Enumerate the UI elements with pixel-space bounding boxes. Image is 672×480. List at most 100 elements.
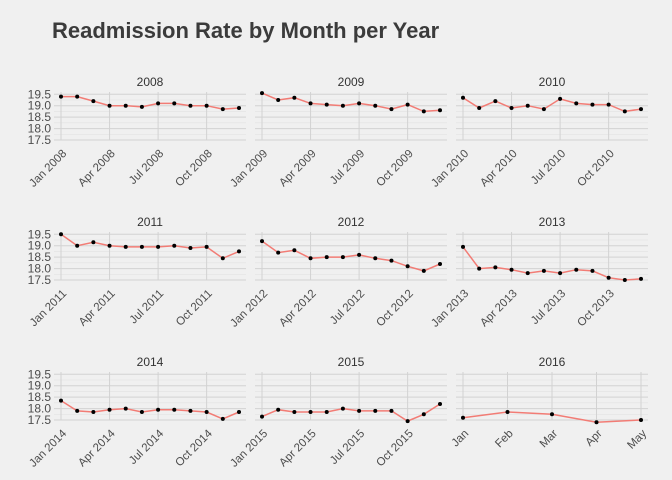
data-point — [91, 99, 96, 104]
facet-panel-2015: 2015 Jan 2015 Apr 2015 Jul 2015 Oct 2015 — [228, 355, 447, 470]
x-tick-label: Oct 2012 — [374, 288, 415, 329]
data-point — [389, 107, 394, 112]
data-point — [639, 276, 643, 281]
y-tick-label: 19.0 — [28, 99, 52, 113]
data-point — [308, 256, 313, 261]
facet-label: 2016 — [539, 355, 566, 369]
data-point — [204, 410, 209, 414]
facet-label: 2013 — [539, 215, 566, 229]
data-point — [461, 95, 465, 100]
data-point — [389, 408, 394, 413]
data-point — [509, 106, 514, 110]
data-point — [558, 96, 563, 101]
data-point — [123, 244, 128, 249]
data-point — [550, 412, 554, 417]
y-tick-label: 17.5 — [28, 273, 52, 287]
data-point — [59, 232, 63, 237]
data-point — [590, 102, 595, 107]
data-point — [438, 262, 442, 266]
data-point — [373, 103, 378, 108]
data-point — [260, 91, 264, 96]
data-point — [75, 94, 80, 99]
data-point — [172, 101, 177, 106]
x-tick-label: Jul 2009 — [328, 148, 367, 187]
data-point — [188, 246, 193, 250]
data-point — [357, 408, 362, 413]
data-point — [260, 239, 264, 244]
data-point — [324, 102, 329, 107]
x-tick-label: Jan 2011 — [28, 288, 69, 329]
data-point — [237, 410, 241, 414]
x-tick-label: Oct 2013 — [575, 288, 616, 329]
y-tick-label: 19.5 — [28, 367, 52, 381]
x-tick-label: Apr 2011 — [77, 288, 118, 329]
x-tick-label: Apr 2012 — [277, 288, 318, 329]
data-point — [477, 266, 482, 271]
facet-panel-2010: 2010 Jan 2010 Apr 2010 Jul 2010 Oct 2010 — [429, 75, 648, 190]
x-tick-label: Jul 2008 — [127, 148, 166, 187]
data-point — [91, 240, 96, 245]
data-point — [276, 98, 281, 102]
data-point — [172, 407, 177, 412]
data-point — [438, 108, 442, 113]
x-tick-label: May — [625, 428, 649, 452]
data-point — [156, 244, 161, 249]
data-point — [373, 408, 378, 413]
facet-label: 2008 — [137, 75, 164, 89]
readmission-rate-line-2014 — [60, 399, 240, 420]
data-point — [59, 398, 63, 403]
x-tick-label: Apr 2009 — [277, 148, 318, 189]
chart-title: Readmission Rate by Month per Year — [52, 18, 440, 43]
data-point — [574, 101, 579, 106]
data-point — [340, 103, 345, 108]
data-point — [220, 107, 225, 112]
data-point — [107, 103, 112, 108]
data-point — [260, 414, 264, 419]
data-point — [574, 267, 579, 272]
data-point — [220, 416, 225, 421]
data-point — [188, 408, 193, 413]
data-point — [292, 95, 297, 100]
data-point — [541, 107, 546, 112]
x-tick-label: Jul 2014 — [127, 427, 167, 467]
data-point — [590, 268, 595, 273]
data-point — [340, 406, 345, 411]
x-tick-label: Jan 2012 — [228, 288, 270, 330]
data-point — [421, 412, 426, 417]
x-tick-label: Jan 2014 — [27, 427, 69, 469]
data-point — [525, 103, 530, 108]
facet-panel-2009: 2009 Jan 2009 Apr 2009 Jul 2009 Oct 2009 — [228, 75, 447, 190]
readmission-rate-line-2008 — [61, 95, 240, 110]
data-point — [91, 410, 96, 414]
data-point — [75, 243, 80, 248]
y-tick-label: 18.5 — [28, 250, 52, 264]
readmission-rate-line-2015 — [261, 403, 441, 422]
data-point — [421, 268, 426, 273]
data-point — [340, 255, 345, 260]
data-point — [405, 419, 410, 424]
data-point — [622, 109, 627, 114]
data-point — [324, 255, 329, 260]
data-point — [639, 418, 643, 422]
x-tick-label: Jan — [450, 428, 472, 450]
data-point — [292, 248, 297, 253]
data-point — [123, 103, 128, 108]
x-tick-label: Jul 2010 — [529, 148, 568, 187]
data-point — [292, 410, 297, 414]
data-point — [204, 103, 209, 108]
y-tick-label: 19.0 — [28, 379, 52, 393]
x-tick-label: Apr — [584, 428, 605, 449]
data-point — [558, 271, 563, 276]
y-tick-label: 19.0 — [28, 239, 52, 253]
data-point — [156, 407, 161, 412]
data-point — [172, 243, 177, 248]
data-point — [308, 410, 313, 414]
x-tick-label: Jul 2013 — [529, 288, 568, 327]
data-point — [622, 278, 627, 282]
data-point — [389, 258, 394, 263]
facet-label: 2011 — [137, 215, 163, 229]
data-point — [357, 252, 362, 257]
data-point — [156, 101, 161, 106]
data-point — [421, 109, 426, 114]
data-point — [606, 102, 611, 107]
